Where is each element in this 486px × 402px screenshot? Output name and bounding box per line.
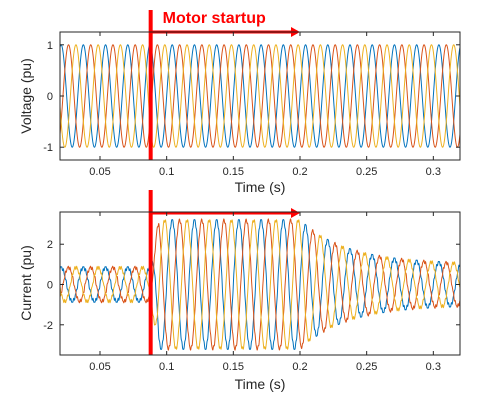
x-tick-label: 0.05 — [89, 166, 110, 178]
voltage-phase-1-line — [60, 44, 460, 148]
x-tick-label: 0.1 — [159, 361, 174, 373]
x-tick-label: 0.15 — [223, 166, 244, 178]
y-tick-label: 0 — [47, 91, 53, 103]
current-series-layer — [60, 218, 460, 351]
current-xlabel: Time (s) — [235, 376, 286, 392]
x-tick-label: 0.2 — [292, 166, 307, 178]
voltage-series-layer — [60, 44, 460, 148]
current-ylabel: Current (pu) — [18, 245, 34, 320]
voltage-axes: 0.05 0.1 0.15 0.2 0.25 0.3 -1 0 1 — [43, 31, 461, 178]
y-tick-label: 2 — [47, 239, 53, 251]
x-tick-label: 0.25 — [356, 361, 377, 373]
motor-startup-annotation: Motor startup — [163, 10, 266, 27]
current-event-arrowhead — [291, 208, 300, 218]
x-tick-label: 0.1 — [159, 166, 174, 178]
y-tick-label: -1 — [43, 142, 53, 154]
y-tick-label: 0 — [47, 280, 53, 292]
current-axes: 0.05 0.1 0.15 0.2 0.25 0.3 -2 0 2 — [43, 211, 461, 373]
current-phase-3-line — [60, 218, 460, 351]
y-tick-label: -2 — [43, 320, 53, 332]
voltage-phase-2-line — [60, 44, 460, 148]
current-phase-2-line — [60, 218, 460, 351]
x-tick-label: 0.05 — [89, 361, 110, 373]
current-phase-1-line — [60, 219, 460, 350]
x-tick-label: 0.15 — [223, 361, 244, 373]
voltage-phase-3-line — [60, 44, 460, 148]
x-tick-label: 0.3 — [426, 361, 441, 373]
voltage-xlabel: Time (s) — [235, 179, 286, 195]
voltage-ylabel: Voltage (pu) — [18, 58, 34, 134]
axes-frame — [59, 211, 461, 356]
x-tick-label: 0.2 — [292, 361, 307, 373]
voltage-subplot: Motor startup 0.05 0.1 0.15 0.2 0.25 0.3-101 … — [18, 10, 461, 195]
x-tick-label: 0.25 — [356, 166, 377, 178]
voltage-plot-area — [60, 32, 460, 160]
current-subplot: 0.05 0.1 0.15 0.2 0.25 0.3 -2 0 2 Time (s) Curre… — [18, 190, 461, 392]
y-tick-label: 1 — [47, 40, 53, 52]
current-event-layer — [148, 190, 300, 355]
x-tick-label: 0.3 — [426, 166, 441, 178]
